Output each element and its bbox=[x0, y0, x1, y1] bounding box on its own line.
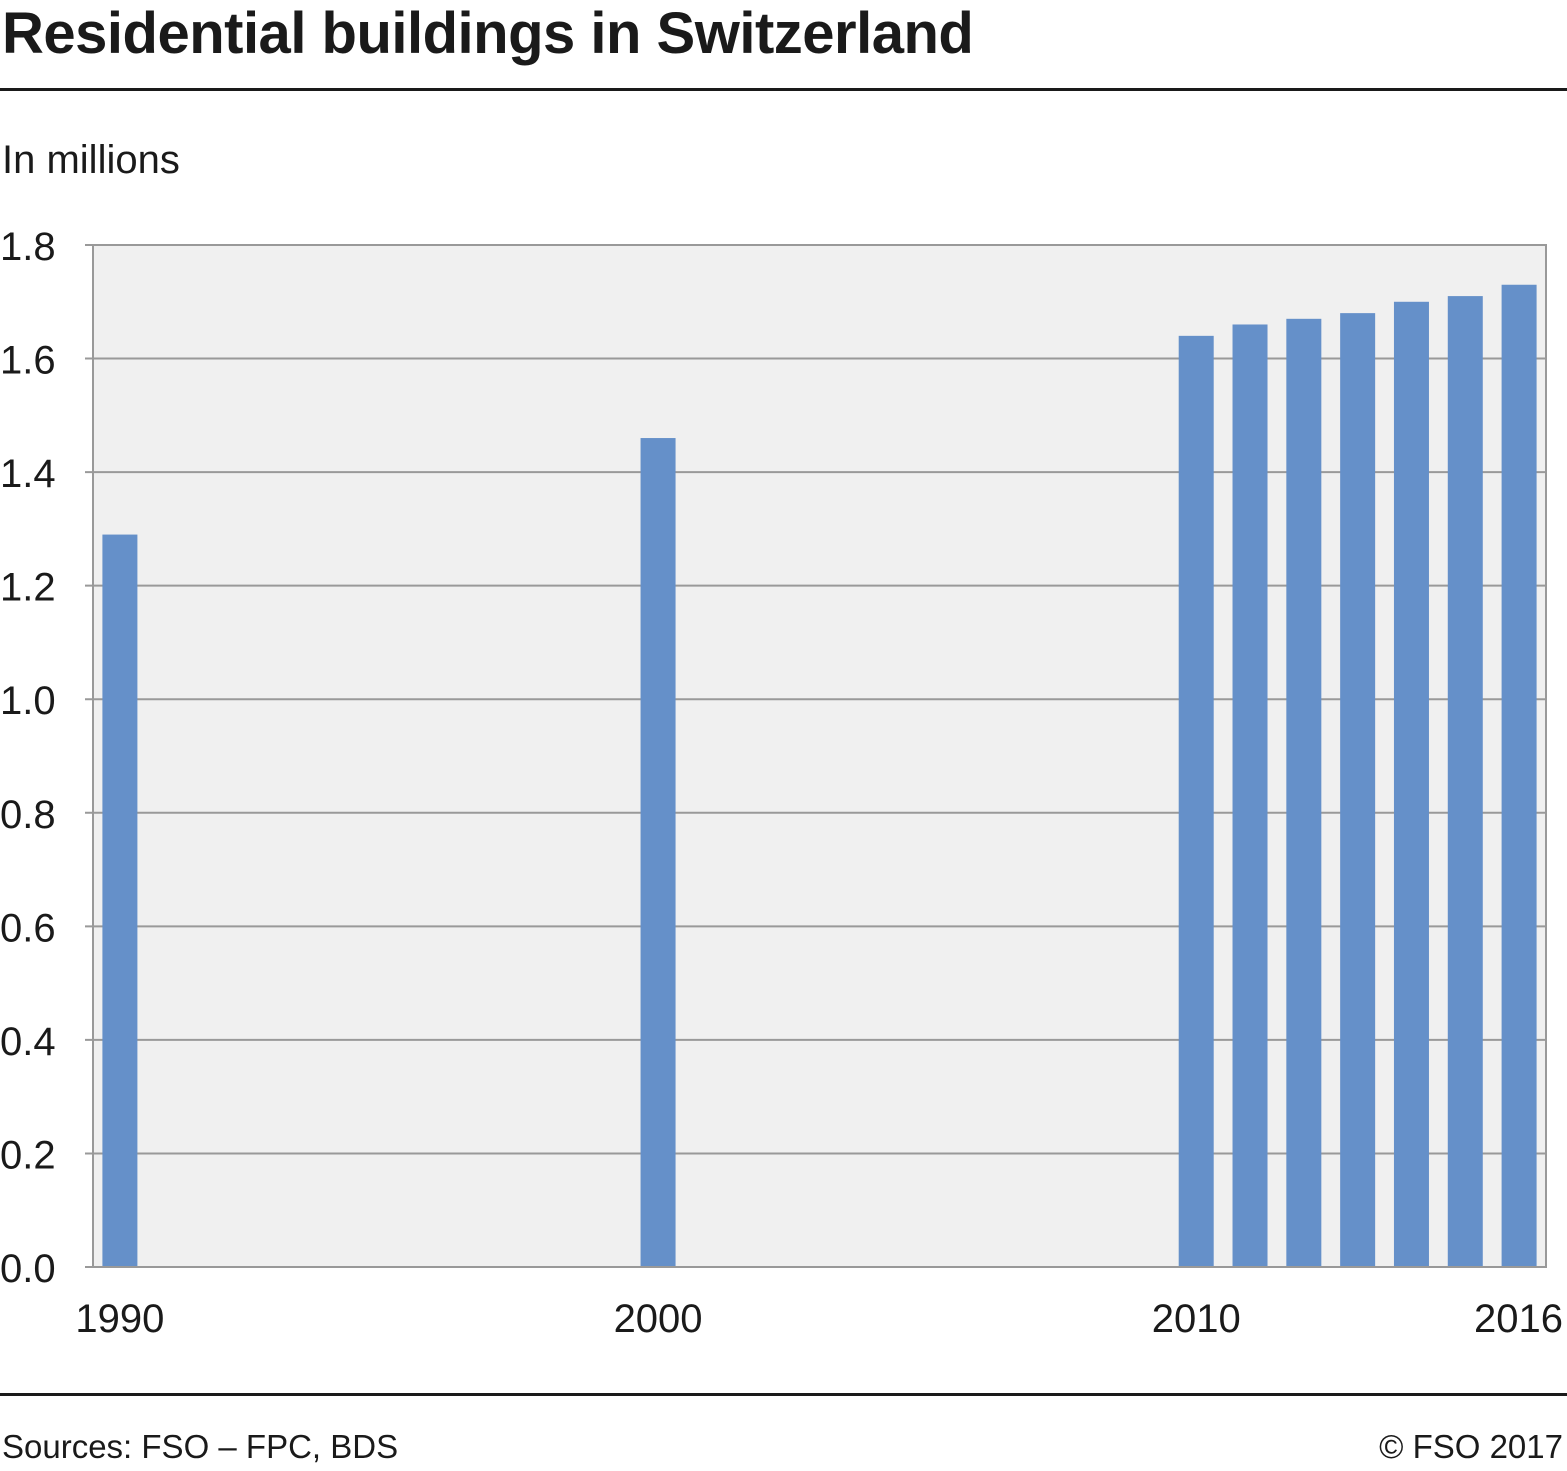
copyright-note: © FSO 2017 bbox=[1379, 1428, 1563, 1465]
plot-area bbox=[93, 245, 1546, 1267]
bar-2013 bbox=[1340, 313, 1376, 1268]
y-tick-label: 1.8 bbox=[0, 225, 56, 269]
bar-2000 bbox=[640, 438, 676, 1267]
source-note: Sources: FSO – FPC, BDS bbox=[2, 1428, 399, 1465]
x-tick-label: 2010 bbox=[1152, 1297, 1241, 1341]
bar-2011 bbox=[1232, 324, 1268, 1267]
bar-1990 bbox=[102, 534, 138, 1267]
title-divider bbox=[0, 88, 1567, 91]
y-tick-label: 1.0 bbox=[0, 679, 56, 723]
y-tick-label: 0.4 bbox=[0, 1020, 56, 1064]
x-tick-label: 1990 bbox=[75, 1297, 164, 1341]
bar-2014 bbox=[1393, 301, 1429, 1267]
y-tick-label: 0.0 bbox=[0, 1247, 56, 1291]
x-tick-label: 2016 bbox=[1474, 1297, 1563, 1341]
y-tick-label: 0.2 bbox=[0, 1133, 56, 1177]
footer-divider bbox=[0, 1393, 1567, 1396]
x-tick-label: 2000 bbox=[614, 1297, 703, 1341]
y-tick-label: 0.8 bbox=[0, 793, 56, 837]
bar-chart: 0.0 0.2 0.4 0.6 0.8 1.0 1.2 1.4 1.6 1.8 1990 2000 2… bbox=[0, 225, 1563, 1341]
bars bbox=[102, 284, 1537, 1268]
bar-2010 bbox=[1178, 335, 1214, 1267]
plot-frame bbox=[92, 244, 1547, 1268]
x-axis-ticks: 1990 2000 2010 2016 bbox=[75, 1297, 1563, 1341]
bar-2012 bbox=[1286, 318, 1322, 1267]
y-tick-label: 1.2 bbox=[0, 566, 56, 610]
y-tick-label: 0.6 bbox=[0, 906, 56, 950]
bar-2015 bbox=[1447, 296, 1483, 1268]
chart-title: Residential buildings in Switzerland bbox=[2, 1, 974, 66]
y-axis-unit-label: In millions bbox=[2, 138, 180, 182]
y-axis-ticks: 0.0 0.2 0.4 0.6 0.8 1.0 1.2 1.4 1.6 1.8 bbox=[0, 225, 56, 1291]
y-tick-label: 1.4 bbox=[0, 452, 56, 496]
y-tick-label: 1.6 bbox=[0, 339, 56, 383]
bar-2016 bbox=[1501, 284, 1537, 1267]
